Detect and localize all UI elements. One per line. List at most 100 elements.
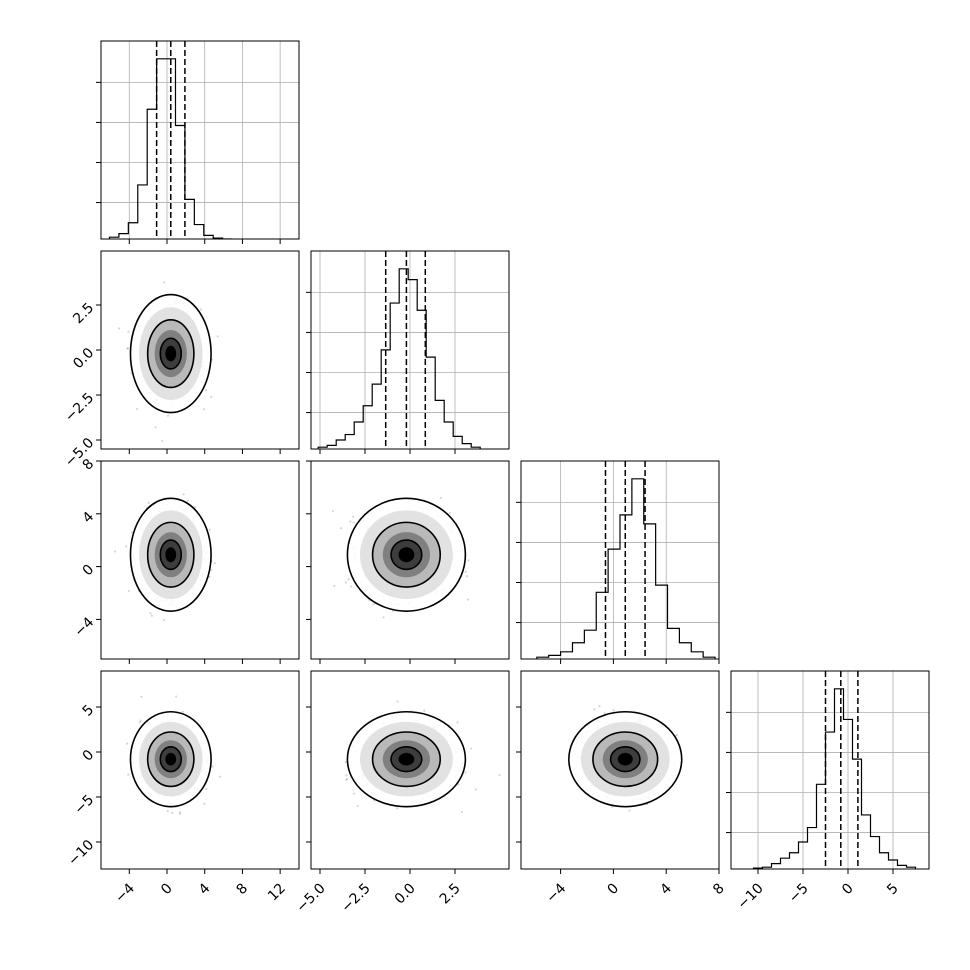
histogram-frame xyxy=(520,460,720,660)
panels xyxy=(96,40,930,874)
histogram-frame xyxy=(730,670,930,870)
sample-point xyxy=(127,589,130,593)
sample-point xyxy=(199,308,202,311)
sample-point xyxy=(136,407,139,410)
sample-point xyxy=(139,719,142,722)
sample-point xyxy=(193,505,197,509)
sample-point xyxy=(166,810,169,813)
sample-point xyxy=(208,575,211,579)
sample-point xyxy=(439,496,442,500)
x-tick-label: 4 xyxy=(657,880,675,898)
sample-point xyxy=(208,528,211,531)
sample-point xyxy=(345,774,348,777)
y-tick-label: −5 xyxy=(71,792,97,818)
sample-point xyxy=(127,330,130,333)
sample-point xyxy=(675,733,678,737)
sample-point xyxy=(154,426,157,429)
contour-level-2 xyxy=(129,293,212,414)
sample-point xyxy=(186,499,189,502)
density-shade xyxy=(165,752,177,766)
sample-point xyxy=(181,710,184,713)
contour-level-2 xyxy=(346,710,467,808)
sample-point xyxy=(456,721,459,724)
y-tick-label: −4 xyxy=(71,614,97,640)
joint-panel-1-2 xyxy=(306,460,510,664)
sample-point xyxy=(352,521,355,524)
sample-point xyxy=(464,771,467,774)
sample-point xyxy=(113,550,117,553)
sample-point xyxy=(372,603,375,606)
x-tick-label: 5 xyxy=(884,880,902,898)
x-tick-label: 8 xyxy=(710,880,728,898)
sample-point xyxy=(339,527,343,530)
joint-content xyxy=(117,281,219,443)
sample-point xyxy=(163,281,166,284)
y-tick-label: 0 xyxy=(80,562,98,580)
sample-point xyxy=(203,802,206,805)
sample-point xyxy=(352,515,355,518)
sample-point xyxy=(349,585,353,588)
joint-panel-0-2 xyxy=(96,460,300,664)
contour-level-2 xyxy=(346,497,467,612)
joint-content xyxy=(125,695,221,815)
contour-level-0 xyxy=(390,746,423,773)
sample-point xyxy=(466,598,470,601)
joint-frame xyxy=(520,670,720,870)
histogram-step-line xyxy=(317,268,481,449)
joint-frame xyxy=(100,670,300,870)
contour-level-1 xyxy=(371,731,442,788)
sample-point xyxy=(127,773,130,776)
sample-point xyxy=(149,612,152,615)
x-tick-label: −5.0 xyxy=(293,880,328,915)
contour-level-1 xyxy=(592,731,659,788)
sample-point xyxy=(598,705,601,708)
x-tick-label: 2.5 xyxy=(437,880,464,907)
sample-point xyxy=(117,327,121,330)
sample-point xyxy=(161,439,164,443)
joint-frame xyxy=(100,460,300,660)
sample-point xyxy=(352,792,356,795)
density-shade xyxy=(165,547,177,563)
sample-point xyxy=(140,695,143,699)
x-tick-label: −4 xyxy=(543,880,569,906)
x-tick-label: 8 xyxy=(234,880,252,898)
sample-point xyxy=(213,562,216,565)
histogram-step-line xyxy=(536,478,716,659)
sample-point xyxy=(166,414,170,417)
y-tick-label: 2.5 xyxy=(70,300,97,327)
sample-point xyxy=(211,765,214,768)
sample-point xyxy=(182,493,185,496)
y-tick-label: 5 xyxy=(80,702,98,720)
density-shade xyxy=(165,345,177,362)
x-tick-label: 0 xyxy=(158,880,176,898)
joint-panel-2-3 xyxy=(516,670,720,874)
sample-point xyxy=(179,811,182,814)
sample-point xyxy=(467,559,470,562)
sample-point xyxy=(344,761,347,764)
sample-point xyxy=(333,584,336,588)
sample-point xyxy=(396,807,399,810)
y-tick-label: −2.5 xyxy=(62,390,97,425)
joint-content xyxy=(331,496,470,619)
contour-level-0 xyxy=(159,746,183,773)
sample-point xyxy=(205,389,208,392)
joint-panel-1-3 xyxy=(306,670,510,874)
x-tick-label: −4 xyxy=(112,880,138,906)
sample-point xyxy=(205,787,208,790)
contour-level-0 xyxy=(609,746,641,773)
sample-point xyxy=(470,747,473,750)
contour-level-1 xyxy=(146,731,195,788)
sample-point xyxy=(125,742,129,745)
density-shade xyxy=(398,547,415,563)
contour-level-0 xyxy=(159,539,183,571)
sample-point xyxy=(349,520,352,523)
contour-level-0 xyxy=(390,539,423,571)
sample-point xyxy=(356,804,359,808)
histogram-panel-2 xyxy=(516,460,720,664)
x-tick-label: 0.0 xyxy=(392,880,419,907)
histogram-step-line xyxy=(752,688,917,869)
x-tick-label: −10 xyxy=(735,880,767,912)
sample-point xyxy=(593,708,596,711)
histogram-step-line xyxy=(108,58,233,239)
